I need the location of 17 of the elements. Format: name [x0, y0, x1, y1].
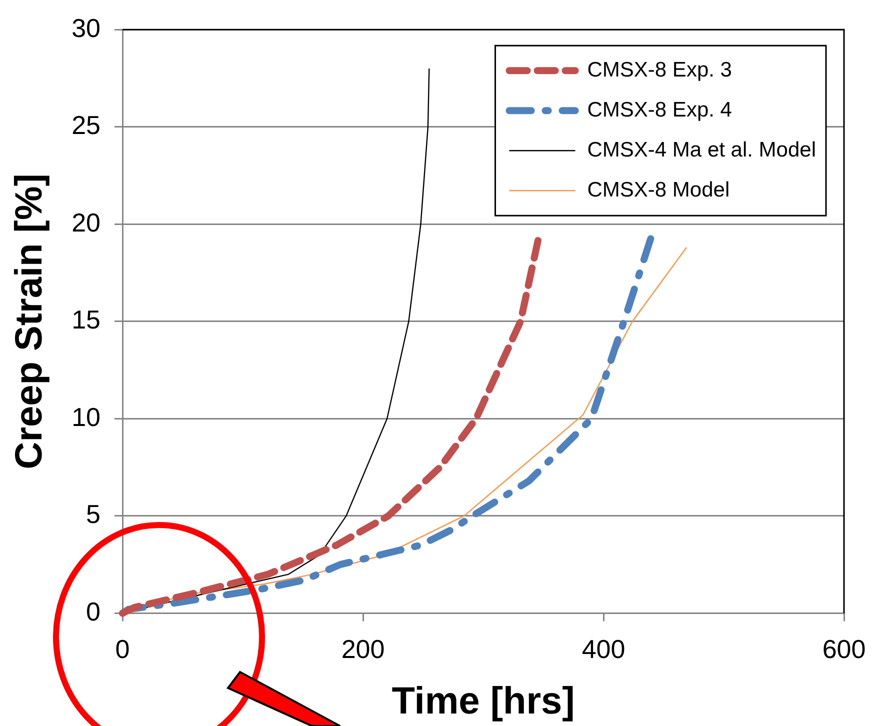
- y-tick-label: 30: [72, 12, 101, 43]
- legend-label: CMSX-8 Exp. 4: [587, 98, 732, 122]
- x-tick-label: 0: [115, 634, 130, 664]
- legend-label: CMSX-8 Exp. 3: [587, 58, 732, 82]
- x-tick-label: 600: [822, 634, 866, 664]
- x-tick-label: 200: [341, 634, 385, 664]
- y-tick-label: 20: [72, 207, 101, 238]
- x-tick-label: 400: [582, 634, 626, 664]
- legend-label: CMSX-4 Ma et al. Model: [587, 138, 816, 162]
- y-tick-label: 15: [72, 304, 101, 335]
- y-tick-label: 5: [86, 499, 101, 530]
- y-axis-title: Creep Strain [%]: [8, 174, 50, 470]
- x-axis-title: Time [hrs]: [392, 680, 575, 723]
- y-tick-label: 25: [72, 110, 101, 140]
- y-tick-label: 10: [72, 402, 101, 432]
- legend-label: CMSX-8 Model: [587, 178, 730, 202]
- y-tick-label: 0: [86, 596, 101, 626]
